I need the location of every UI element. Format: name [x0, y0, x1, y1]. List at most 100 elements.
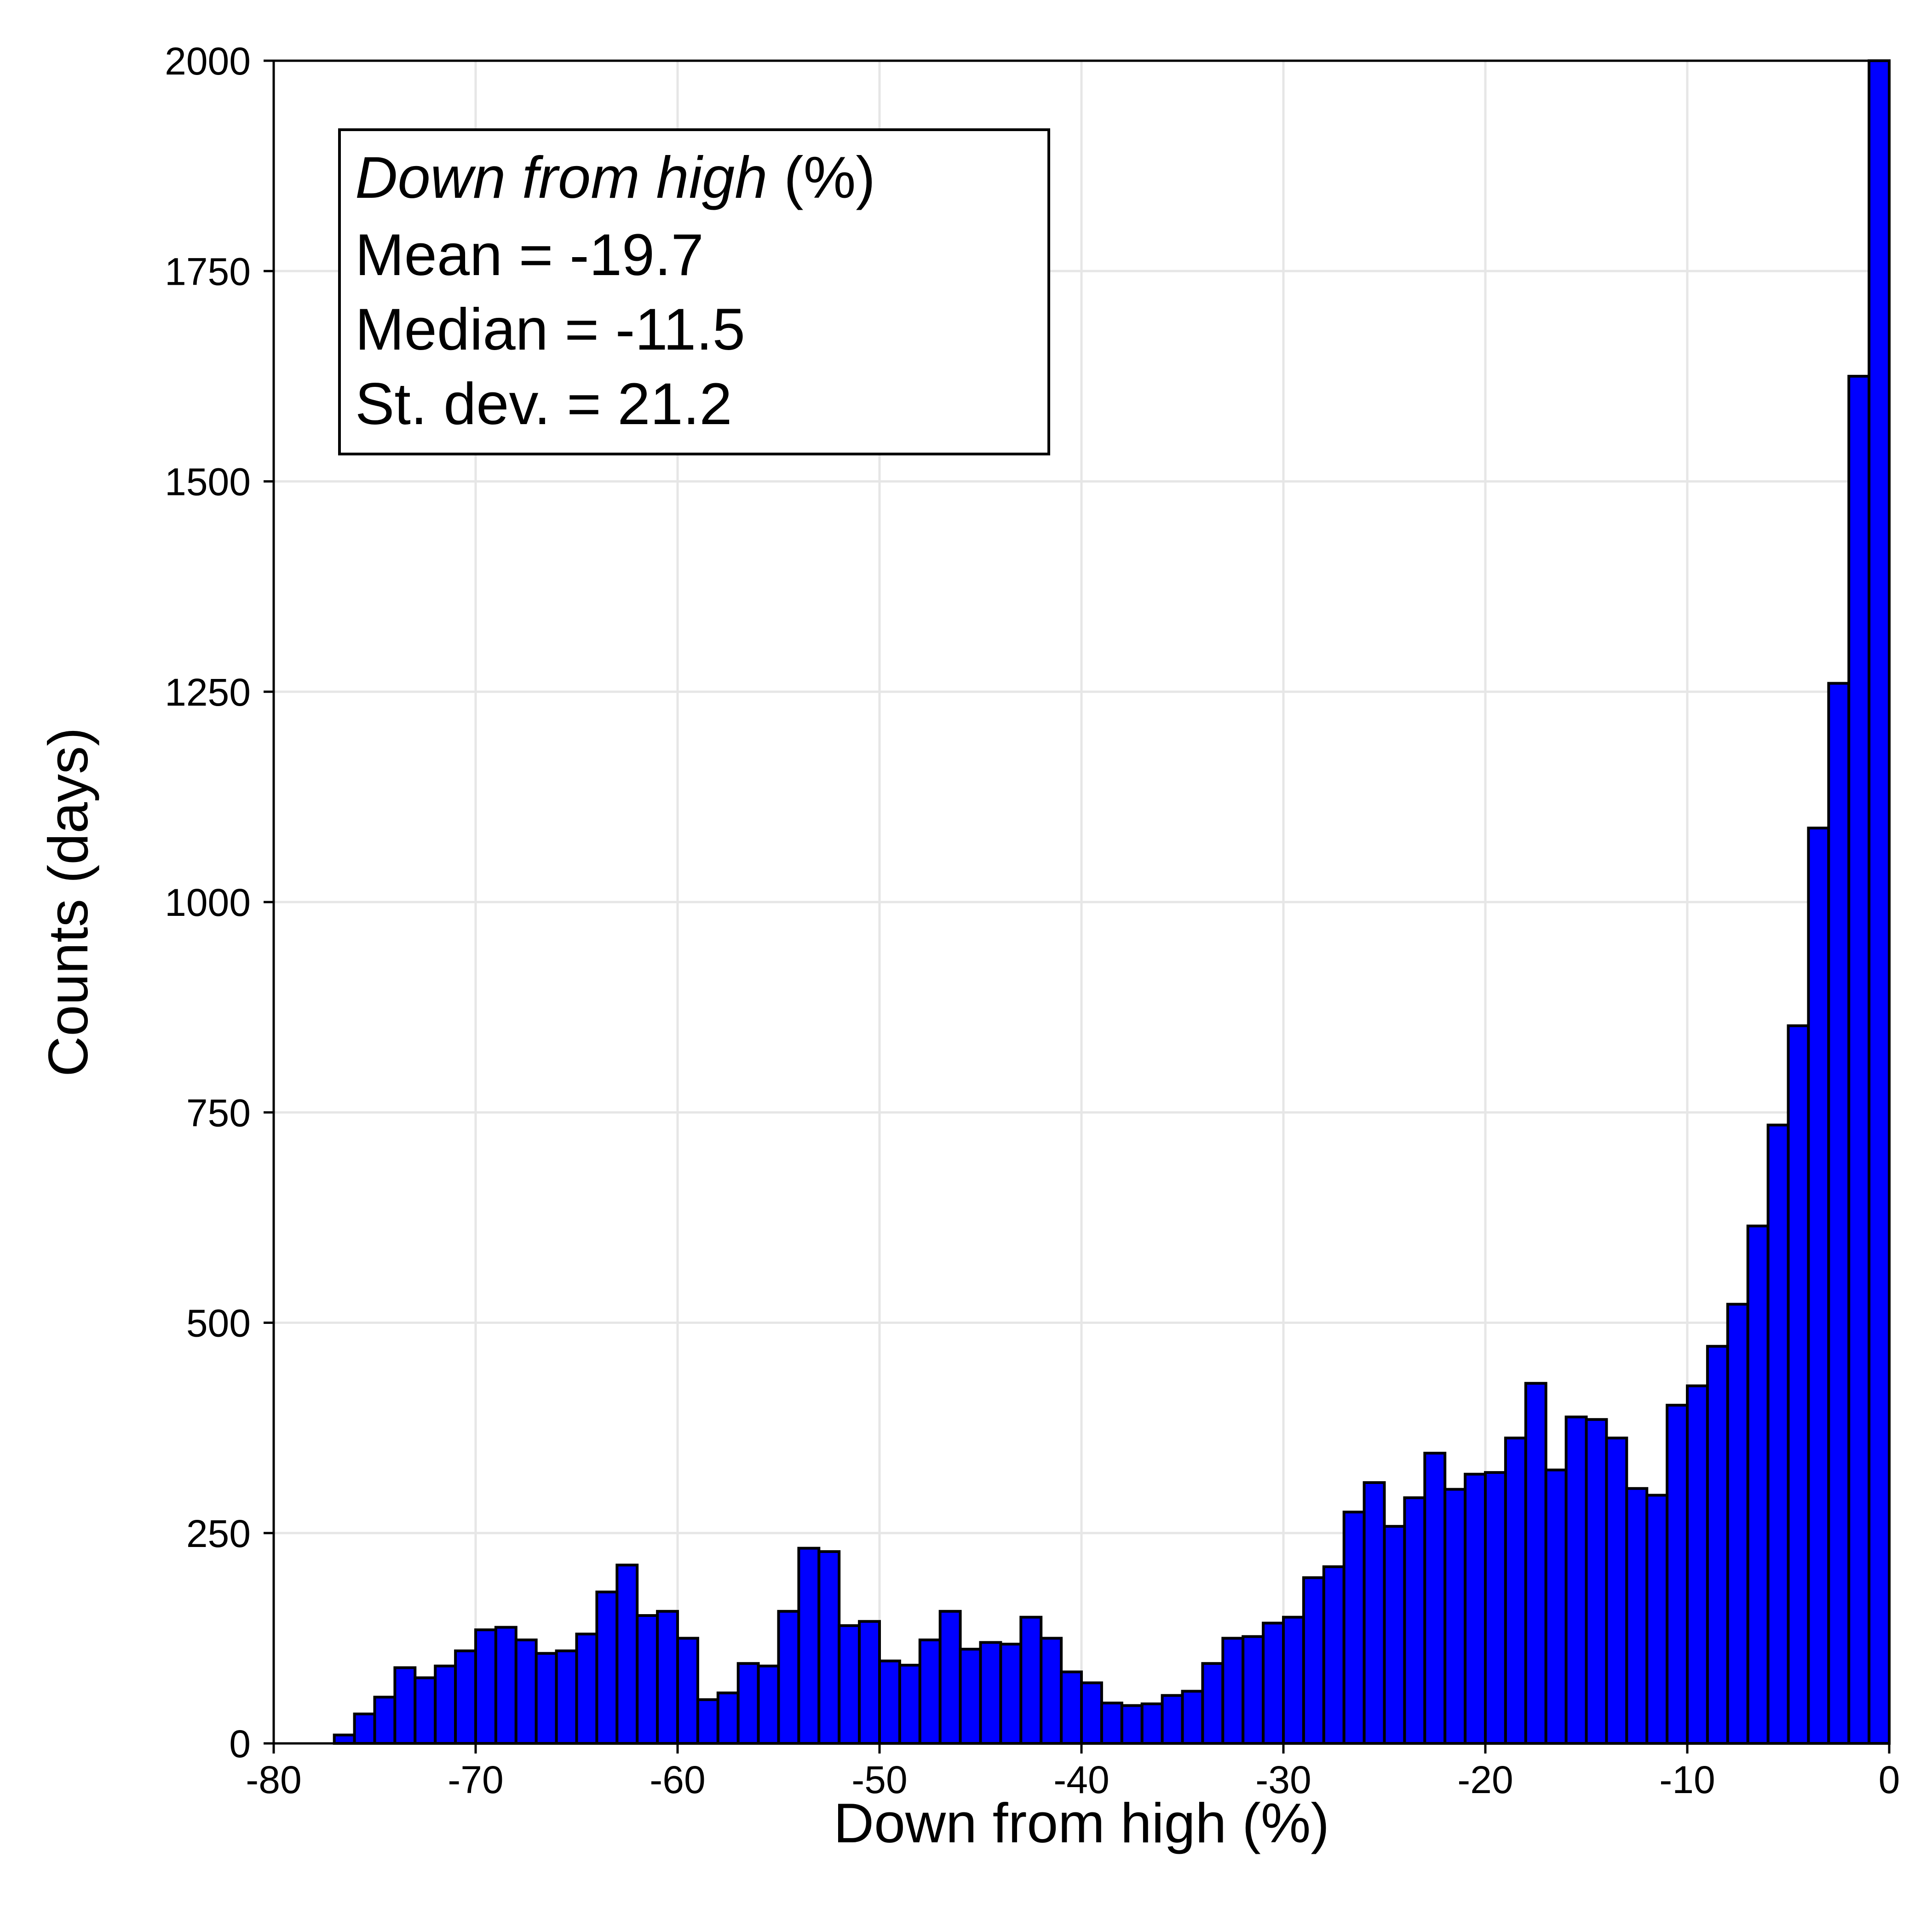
histogram-bar — [1242, 1635, 1265, 1745]
histogram-bar — [1605, 1437, 1628, 1745]
histogram-bar — [373, 1696, 397, 1745]
histogram-bar — [414, 1676, 437, 1745]
histogram-bar — [1666, 1403, 1689, 1745]
histogram-bar — [817, 1550, 841, 1745]
y-tick-label: 250 — [186, 1512, 251, 1555]
histogram-bar — [1181, 1690, 1204, 1745]
histogram-bar — [838, 1624, 861, 1745]
histogram-bar — [353, 1712, 376, 1745]
histogram-bar — [999, 1643, 1023, 1745]
histogram-bar — [1120, 1704, 1144, 1745]
stats-mean: Mean = -19.7 — [355, 222, 704, 288]
histogram-bar — [959, 1648, 982, 1745]
histogram-bar — [595, 1590, 619, 1745]
histogram-bar — [1585, 1418, 1608, 1745]
stats-stdev: St. dev. = 21.2 — [355, 371, 732, 437]
histogram-bar — [555, 1649, 578, 1745]
histogram-bar — [393, 1666, 417, 1745]
x-tick-label: -50 — [851, 1758, 907, 1801]
y-tick-label: 1500 — [165, 460, 251, 504]
y-axis-title: Counts (days) — [37, 727, 99, 1076]
y-tick-label: 0 — [229, 1722, 251, 1765]
histogram-bar — [1544, 1468, 1568, 1745]
histogram-bar — [1564, 1415, 1588, 1745]
x-tick-label: -10 — [1659, 1758, 1715, 1801]
stats-box-frame — [338, 128, 1050, 455]
histogram-bar — [1766, 1123, 1790, 1745]
histogram-bar — [1019, 1616, 1043, 1745]
stats-median: Median = -11.5 — [355, 297, 745, 362]
y-tick-label: 750 — [186, 1091, 251, 1134]
histogram-bar — [878, 1659, 901, 1745]
histogram-bar — [474, 1628, 497, 1745]
histogram-bar — [434, 1664, 457, 1745]
histogram-bar — [716, 1691, 740, 1745]
histogram-bar — [1322, 1565, 1346, 1745]
histogram-bar — [1706, 1345, 1729, 1745]
histogram-bar — [656, 1610, 679, 1745]
histogram-bar — [676, 1637, 699, 1745]
x-tick-label: -40 — [1053, 1758, 1109, 1801]
histogram-bar — [1464, 1472, 1487, 1745]
histogram-bar — [1423, 1451, 1447, 1745]
histogram-bar — [696, 1698, 719, 1745]
histogram-bar — [797, 1547, 821, 1745]
histogram-bar — [514, 1639, 538, 1745]
histogram-bar — [1787, 1024, 1810, 1745]
histogram-bar — [979, 1641, 1002, 1745]
histogram-bar — [1443, 1488, 1467, 1745]
x-tick-label: -70 — [448, 1758, 503, 1801]
histogram-bar — [1040, 1637, 1063, 1745]
histogram-bar — [1282, 1616, 1305, 1745]
stats-box: Down from high (%) Mean = -19.7 Median =… — [338, 128, 1050, 455]
x-axis-ticks: -80 -70 -60 -50 -40 -30 -20 -10 0 — [246, 1743, 1900, 1801]
y-tick-label: 2000 — [165, 40, 251, 83]
histogram-bar — [1847, 374, 1871, 1745]
histogram-bar — [938, 1610, 962, 1745]
histogram-bar — [858, 1620, 881, 1745]
histogram-bar — [1726, 1303, 1749, 1745]
histogram-bar — [736, 1662, 760, 1745]
y-tick-label: 500 — [186, 1302, 251, 1345]
y-axis-ticks: 0 250 500 750 1000 1250 1500 1750 2000 — [165, 40, 274, 1765]
histogram-bar — [1201, 1662, 1225, 1745]
histogram-bar — [1161, 1694, 1184, 1745]
histogram-bar — [898, 1663, 921, 1745]
histogram-bar — [1383, 1525, 1406, 1745]
histogram-bar — [777, 1610, 800, 1745]
x-tick-label: -80 — [246, 1758, 301, 1801]
histogram-bar — [494, 1626, 518, 1745]
histogram-bar — [1221, 1637, 1245, 1745]
y-tick-label: 1250 — [165, 671, 251, 714]
histogram-bar — [454, 1649, 477, 1745]
histogram-bar — [1342, 1511, 1366, 1745]
x-tick-label: -20 — [1457, 1758, 1513, 1801]
histogram-bar — [1060, 1670, 1083, 1745]
histogram-bar — [757, 1664, 780, 1745]
histogram-bar — [918, 1639, 942, 1745]
histogram-bar — [333, 1733, 356, 1745]
histogram-bar — [1363, 1481, 1386, 1745]
histogram-bar — [1686, 1384, 1709, 1745]
histogram-bar — [1504, 1437, 1527, 1745]
histogram-bar — [575, 1633, 598, 1745]
histogram-bar — [535, 1652, 558, 1745]
x-axis-title: Down from high (%) — [834, 1792, 1329, 1854]
histogram-bar — [636, 1614, 659, 1745]
histogram-bar — [1807, 827, 1830, 1745]
stats-title-italic: Down from high — [355, 145, 767, 211]
histogram-bar — [1827, 682, 1851, 1745]
histogram-bar — [1403, 1496, 1426, 1745]
histogram-bar — [1100, 1702, 1123, 1745]
histogram-bar — [1524, 1382, 1547, 1745]
histogram-bar — [1080, 1681, 1103, 1745]
y-tick-label: 1000 — [165, 881, 251, 924]
histogram-bar — [1262, 1622, 1285, 1745]
x-tick-label: -60 — [650, 1758, 705, 1801]
histogram-bar — [1746, 1225, 1770, 1745]
y-tick-label: 1750 — [165, 250, 251, 293]
histogram-bar — [1140, 1702, 1164, 1745]
histogram-bar — [1484, 1471, 1507, 1745]
stats-box-title: Down from high (%) — [355, 145, 875, 211]
